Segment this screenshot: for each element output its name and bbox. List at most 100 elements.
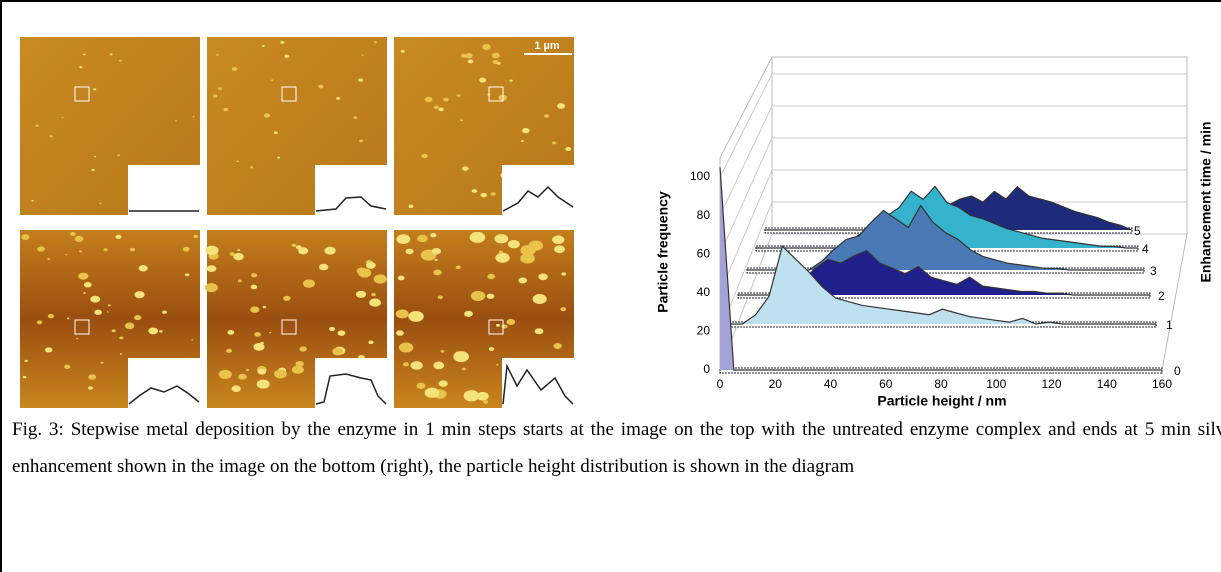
- particle: [124, 322, 135, 330]
- particle: [93, 156, 96, 158]
- particle: [47, 258, 51, 260]
- particle: [91, 168, 95, 172]
- particle: [534, 328, 544, 335]
- particle: [204, 283, 218, 293]
- particle: [361, 54, 364, 56]
- series-label: 3: [1150, 264, 1157, 278]
- particle: [560, 307, 567, 312]
- particle: [107, 304, 111, 307]
- particle: [263, 113, 270, 118]
- series-label: 0: [1174, 364, 1181, 378]
- marker-box: [281, 319, 297, 335]
- particle: [501, 324, 508, 329]
- series-area: [747, 205, 1144, 270]
- profile-curve: [315, 373, 387, 405]
- particle: [553, 343, 562, 349]
- particle: [417, 234, 428, 243]
- series-line: [756, 185, 1138, 249]
- particle: [66, 317, 70, 320]
- x-axis-label: Particle height / nm: [877, 393, 1006, 409]
- particle: [88, 374, 97, 380]
- x-tick-label: 60: [879, 377, 893, 391]
- marker-box: [281, 86, 297, 102]
- particle: [238, 373, 247, 380]
- y-tick-label: 20: [697, 324, 711, 338]
- particle: [88, 386, 93, 390]
- particle: [103, 248, 108, 252]
- particle: [532, 294, 547, 304]
- particle: [37, 246, 45, 252]
- particle: [115, 234, 122, 239]
- particle: [148, 327, 159, 335]
- particle: [237, 249, 241, 252]
- particle: [191, 339, 194, 341]
- particle: [256, 379, 270, 389]
- particle: [469, 231, 486, 243]
- particle: [482, 43, 491, 50]
- particle: [271, 79, 274, 81]
- particle: [431, 247, 442, 255]
- particle: [443, 97, 449, 102]
- particle: [284, 54, 290, 58]
- particle: [463, 390, 480, 402]
- particle: [283, 295, 291, 301]
- particle: [174, 120, 178, 122]
- particle: [403, 362, 409, 367]
- marker-box: [74, 86, 90, 102]
- particle: [119, 336, 124, 340]
- particle: [433, 269, 442, 276]
- particle: [438, 107, 444, 112]
- particle: [410, 361, 423, 370]
- particle: [262, 305, 267, 309]
- particle: [162, 310, 167, 314]
- particle: [498, 250, 503, 254]
- particle: [94, 309, 103, 315]
- particle: [35, 124, 39, 127]
- particle: [218, 369, 232, 380]
- particle: [302, 279, 315, 288]
- particle: [291, 365, 304, 374]
- particle: [456, 94, 461, 97]
- particle: [465, 53, 473, 59]
- particle: [24, 359, 28, 363]
- particle: [369, 298, 381, 307]
- y-tick-label: 0: [703, 362, 710, 376]
- x-tick-label: 40: [824, 377, 838, 391]
- particle: [494, 233, 509, 244]
- particle: [528, 240, 544, 251]
- particle: [329, 326, 336, 332]
- particle: [488, 347, 495, 351]
- particle: [365, 261, 376, 269]
- particle: [434, 105, 439, 109]
- particle: [371, 292, 376, 297]
- particle: [482, 400, 489, 404]
- particle: [356, 267, 367, 275]
- scale-bar-label: 1 µm: [534, 40, 560, 52]
- particle: [78, 272, 89, 280]
- particle: [206, 265, 217, 273]
- particle: [231, 67, 238, 71]
- particle: [433, 361, 445, 370]
- series-label: 5: [1134, 224, 1141, 238]
- particle: [250, 284, 258, 290]
- series-label: 4: [1142, 242, 1149, 256]
- particle: [106, 311, 109, 313]
- particle: [159, 330, 163, 333]
- particle: [460, 119, 463, 122]
- particle: [227, 330, 235, 335]
- x-tick-label: 120: [1041, 377, 1061, 391]
- particle: [133, 314, 142, 321]
- particle: [398, 342, 414, 353]
- series-area: [729, 246, 1156, 324]
- particle: [251, 273, 258, 278]
- particle: [291, 243, 297, 248]
- particle: [455, 265, 461, 270]
- particle: [520, 253, 535, 264]
- particle: [438, 380, 448, 387]
- particle: [408, 310, 424, 322]
- particle: [280, 40, 285, 44]
- particle: [298, 247, 309, 255]
- particle: [318, 263, 329, 271]
- particle: [21, 234, 30, 240]
- particle: [277, 156, 281, 159]
